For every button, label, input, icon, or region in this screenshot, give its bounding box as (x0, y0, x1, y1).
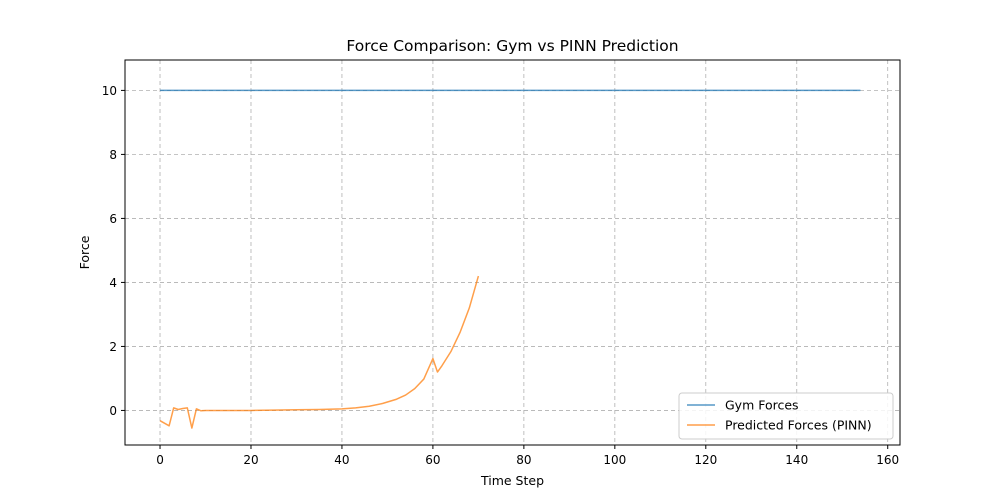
chart-title: Force Comparison: Gym vs PINN Prediction (346, 37, 678, 55)
series-lines (159, 89, 861, 429)
x-tick-label: 100 (603, 453, 626, 467)
y-tick-label: 6 (109, 212, 117, 226)
grid-lines (125, 60, 900, 445)
legend-label-predicted-forces: Predicted Forces (PINN) (725, 418, 872, 433)
x-tick-label: 60 (425, 453, 440, 467)
x-axis-label: Time Step (480, 473, 544, 488)
y-axis-label: Force (77, 235, 92, 269)
y-tick-label: 8 (109, 148, 117, 162)
y-tick-label: 10 (102, 84, 117, 98)
y-tick-label: 0 (109, 404, 117, 418)
x-tick-label: 20 (243, 453, 258, 467)
legend-label-gym-forces: Gym Forces (725, 398, 799, 413)
x-tick-label: 0 (156, 453, 164, 467)
series-line-predicted-forces (159, 275, 480, 429)
legend-box (678, 392, 894, 440)
x-tick-label: 40 (334, 453, 349, 467)
y-tick-label: 2 (109, 340, 117, 354)
x-tick-label: 160 (876, 453, 899, 467)
y-tick-label: 4 (109, 276, 117, 290)
axis-ticks: 0 20 40 60 80 100 120 140 160 0 2 4 6 8 10 (102, 84, 899, 467)
x-tick-label: 120 (694, 453, 717, 467)
legend: Gym Forces Predicted Forces (PINN) (678, 392, 894, 440)
x-tick-label: 80 (516, 453, 531, 467)
x-tick-label: 140 (785, 453, 808, 467)
plot-frame (124, 59, 901, 446)
